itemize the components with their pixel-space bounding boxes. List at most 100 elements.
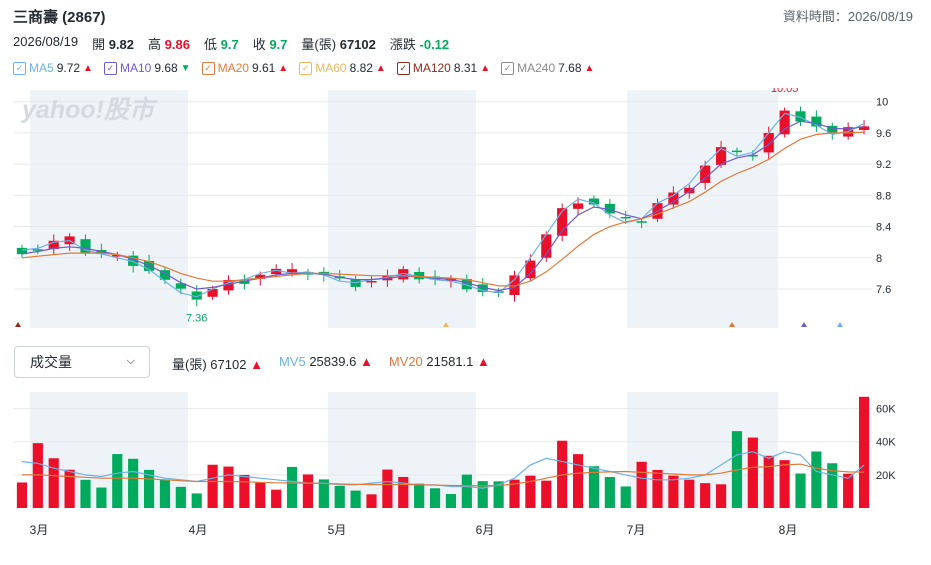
candle-body — [477, 284, 488, 292]
ma-legend-item[interactable]: ✓ MA60 8.82 ▲ — [299, 61, 386, 75]
mv5-value: 25839.6 — [309, 354, 357, 369]
candle-body — [366, 281, 377, 283]
quote-high: 高 9.86 — [148, 34, 190, 53]
volume-bar — [350, 490, 361, 508]
candle-body — [604, 203, 615, 214]
quote-open: 開 9.82 — [92, 34, 134, 53]
y-tick-label: 10 — [876, 97, 888, 109]
ma-value: 8.82 — [349, 61, 373, 75]
open-label: 開 — [92, 37, 106, 52]
low-price-label: 7.36 — [186, 313, 207, 325]
volume-bar — [48, 458, 59, 508]
y-tick-label: 8 — [876, 253, 882, 265]
ma-legend-item[interactable]: ✓ MA20 9.61 ▲ — [201, 61, 289, 75]
volume-bar — [366, 494, 377, 508]
candle-body — [795, 111, 806, 122]
volume-bar — [843, 473, 854, 508]
candle-body — [128, 255, 139, 266]
x-tick-label: 7月 — [627, 523, 646, 537]
volume-bar — [493, 481, 504, 508]
mv5-label: MV5 — [278, 354, 306, 369]
arrow-down-icon: ▼ — [180, 62, 191, 74]
volume-bar — [795, 473, 806, 508]
volume-bar — [302, 474, 314, 508]
volume-bar — [747, 437, 758, 508]
candle-body — [572, 203, 584, 209]
quote-volume: 量(張) 67102 — [301, 34, 375, 53]
volume-bar — [32, 443, 43, 508]
candle-body — [255, 274, 266, 279]
volume-bar — [811, 451, 822, 508]
vol-label: 量(張) — [172, 357, 207, 372]
data-time-label: 資料時間：2026/08/19 — [782, 9, 913, 24]
checkbox-icon[interactable]: ✓ — [299, 61, 313, 75]
x-tick-label: 3月 — [30, 523, 49, 537]
volume-bar — [96, 487, 107, 508]
signal-marker-icon — [801, 322, 807, 327]
volume-bar — [445, 493, 457, 508]
ma-legend-item[interactable]: ✓ MA5 9.72 ▲ — [13, 61, 93, 75]
volume-legend: 量(張) 67102 ▲ MV5 25839.6 ▲ MV20 21581.1 … — [172, 354, 490, 373]
ma-line — [21, 112, 865, 298]
arrow-up-icon: ▲ — [278, 62, 289, 74]
chevron-down-icon: ⌵ — [126, 355, 135, 367]
vol-value: 67102 — [210, 357, 247, 372]
ma-value: 8.31 — [453, 61, 478, 75]
y-tick-label: 8.4 — [876, 222, 891, 234]
candle-body — [557, 208, 568, 236]
ma-legend-item[interactable]: ✓ MA120 8.31 ▲ — [396, 61, 491, 75]
checkbox-icon[interactable]: ✓ — [13, 61, 26, 75]
mv5-arrow: ▲ — [359, 354, 373, 369]
volume-value: 67102 — [339, 37, 376, 52]
checkbox-icon[interactable]: ✓ — [396, 61, 410, 75]
candle-body — [684, 187, 695, 194]
signal-marker-icon — [729, 322, 735, 327]
candle-body — [715, 147, 727, 165]
ma-legend-item[interactable]: ✓ MA10 9.68 ▼ — [103, 61, 191, 75]
candle-body — [414, 271, 425, 280]
volume-label: 量(張) — [301, 37, 337, 52]
ma-legend-item[interactable]: ✓ MA240 7.68 ▲ — [501, 61, 594, 75]
volume-bar — [398, 476, 409, 508]
volume-bar — [572, 454, 584, 508]
vol-item: 量(張) 67102 ▲ — [172, 354, 263, 373]
candle-body — [191, 291, 202, 300]
ma-label: MA240 — [517, 61, 556, 75]
candle-body — [620, 216, 631, 219]
volume-bar — [541, 480, 552, 508]
volume-bar — [382, 469, 393, 508]
volume-bar — [334, 485, 345, 508]
volume-bar — [779, 460, 790, 508]
candle-body — [223, 279, 234, 291]
volume-bar — [318, 479, 329, 508]
volume-bar — [207, 464, 218, 508]
y-tick-label: 8.8 — [876, 190, 891, 202]
ma-label: MA5 — [29, 61, 54, 75]
candle-body — [731, 150, 743, 153]
low-label: 低 — [203, 37, 217, 52]
candle-body — [239, 280, 250, 284]
indicator-dropdown[interactable]: 成交量 ⌵ — [14, 346, 150, 378]
x-tick-label: 8月 — [779, 523, 798, 537]
arrow-up-icon: ▲ — [480, 62, 491, 74]
signal-marker-icon — [15, 322, 21, 327]
checkbox-icon[interactable]: ✓ — [201, 61, 215, 75]
arrow-up-icon: ▲ — [83, 62, 93, 74]
volume-bar — [64, 469, 75, 508]
mv20-arrow: ▲ — [477, 354, 490, 369]
candle-body — [763, 132, 774, 153]
volume-bar — [175, 486, 186, 508]
volume-bar — [715, 484, 727, 508]
candle-body — [80, 239, 91, 253]
x-tick-label: 6月 — [476, 523, 495, 537]
volume-bar — [128, 458, 139, 508]
volume-bar — [223, 466, 234, 508]
ma-label: MA20 — [217, 61, 249, 75]
x-tick-label: 4月 — [189, 523, 208, 537]
volume-bar — [763, 455, 774, 508]
ma-value: 9.72 — [56, 61, 81, 75]
candle-body — [525, 260, 536, 279]
candle-body — [858, 126, 870, 130]
checkbox-icon[interactable]: ✓ — [103, 61, 117, 75]
checkbox-icon[interactable]: ✓ — [501, 61, 515, 75]
